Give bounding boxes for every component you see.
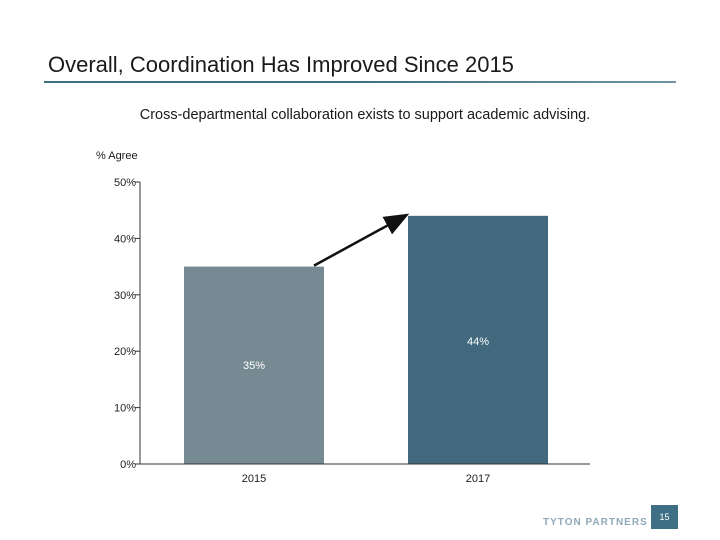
bar-2017 (408, 215, 548, 464)
tyton-partners-logo: TYTON PARTNERS (543, 517, 648, 528)
page-number-badge: 15 (651, 505, 678, 529)
y-tick-label: 20% (114, 346, 136, 358)
x-tick-label: 2015 (242, 473, 266, 485)
y-tick-label: 0% (120, 459, 136, 471)
y-axis-unit-label: % Agree (96, 150, 138, 162)
y-tick-label: 30% (114, 290, 136, 302)
data-label: 35% (243, 360, 265, 372)
bar-2015 (184, 266, 324, 464)
slide-title: Overall, Coordination Has Improved Since… (48, 52, 514, 77)
x-tick-label: 2017 (466, 473, 490, 485)
title-underline (44, 81, 676, 83)
data-label: 44% (467, 336, 489, 348)
trend-arrow (313, 213, 410, 267)
y-tick-label: 50% (114, 177, 136, 189)
y-tick-label: 40% (114, 233, 136, 245)
chart-title: Cross-departmental collaboration exists … (139, 107, 591, 123)
y-tick-label: 10% (114, 403, 136, 415)
